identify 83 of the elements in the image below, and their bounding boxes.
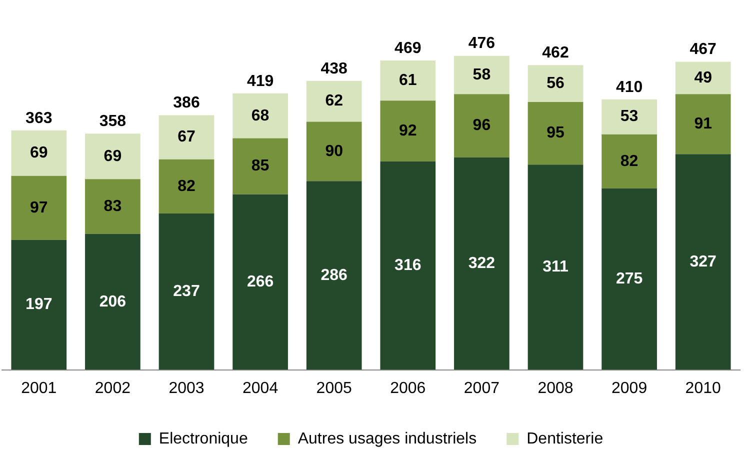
x-tick-label: 2008 — [538, 380, 574, 397]
data-label: 53 — [620, 108, 638, 126]
x-tick-label: 2003 — [168, 380, 204, 397]
data-label: 327 — [690, 253, 717, 270]
bar — [85, 234, 140, 370]
x-tick-label: 2001 — [21, 380, 57, 397]
x-tick-label: 2010 — [685, 380, 721, 397]
data-label: 56 — [546, 74, 564, 92]
bar — [454, 157, 510, 370]
data-label: 96 — [472, 117, 491, 134]
bar — [528, 65, 584, 102]
data-label: 85 — [251, 158, 270, 175]
data-label: 82 — [178, 178, 196, 195]
total-label: 476 — [468, 35, 496, 52]
total-label: 467 — [690, 41, 717, 58]
bar — [232, 93, 288, 138]
bar — [306, 122, 362, 182]
data-label: 311 — [542, 258, 569, 276]
data-label: 90 — [325, 142, 344, 160]
total-label: 358 — [99, 113, 126, 130]
data-label: 197 — [26, 296, 52, 314]
data-label: 91 — [694, 116, 712, 133]
total-label: 462 — [542, 44, 569, 62]
data-label: 95 — [546, 124, 564, 142]
bar — [454, 56, 510, 94]
data-label: 316 — [394, 256, 422, 274]
data-label: 58 — [472, 66, 491, 84]
legend-label: Autres usages industriels — [298, 430, 477, 448]
bar — [232, 194, 288, 370]
bar — [85, 134, 140, 180]
data-label: 67 — [178, 128, 196, 146]
x-tick-label: 2002 — [94, 380, 131, 397]
x-tick-label: 2006 — [390, 380, 426, 397]
bar — [11, 240, 67, 370]
data-label: 69 — [30, 144, 48, 162]
total-label: 438 — [320, 60, 348, 78]
x-tick-label: 2009 — [612, 380, 648, 397]
total-label: 419 — [246, 72, 274, 90]
data-label: 286 — [320, 266, 348, 284]
data-label: 275 — [616, 270, 643, 288]
bar — [380, 161, 436, 370]
bar — [232, 138, 288, 194]
total-label: 469 — [394, 40, 422, 57]
data-label: 237 — [173, 283, 200, 300]
data-label: 82 — [620, 152, 638, 170]
total-label: 410 — [616, 78, 643, 96]
bar — [602, 99, 657, 134]
bar — [158, 213, 214, 370]
data-label: 68 — [251, 107, 270, 124]
data-label: 62 — [325, 92, 344, 110]
bar — [602, 188, 657, 370]
bar — [602, 134, 657, 188]
data-label: 49 — [694, 69, 712, 86]
data-label: 92 — [399, 122, 417, 140]
total-label: 363 — [26, 110, 52, 127]
bar — [528, 102, 584, 165]
legend-label: Dentisterie — [526, 430, 604, 448]
bar — [11, 176, 67, 240]
data-label: 61 — [399, 72, 417, 89]
data-label: 206 — [99, 293, 126, 310]
bar — [380, 100, 436, 162]
data-label: 69 — [104, 148, 122, 165]
x-tick-label: 2007 — [464, 380, 500, 397]
data-label: 266 — [246, 273, 274, 290]
bar — [306, 181, 362, 370]
data-label: 83 — [104, 198, 122, 215]
data-label: 97 — [30, 199, 48, 216]
bar — [528, 164, 584, 370]
bar — [675, 94, 731, 154]
bar — [306, 80, 362, 122]
x-tick-label: 2005 — [316, 380, 352, 397]
bar — [454, 94, 510, 158]
data-label: 322 — [468, 255, 496, 272]
legend-label: Electronique — [158, 430, 248, 448]
bar — [11, 130, 67, 176]
bar — [675, 62, 731, 94]
x-tick-label: 2004 — [242, 380, 278, 397]
bar — [158, 115, 214, 160]
bar — [158, 159, 214, 214]
total-label: 386 — [173, 94, 200, 112]
bar — [85, 179, 140, 234]
bar — [675, 154, 731, 370]
bar — [380, 60, 436, 101]
